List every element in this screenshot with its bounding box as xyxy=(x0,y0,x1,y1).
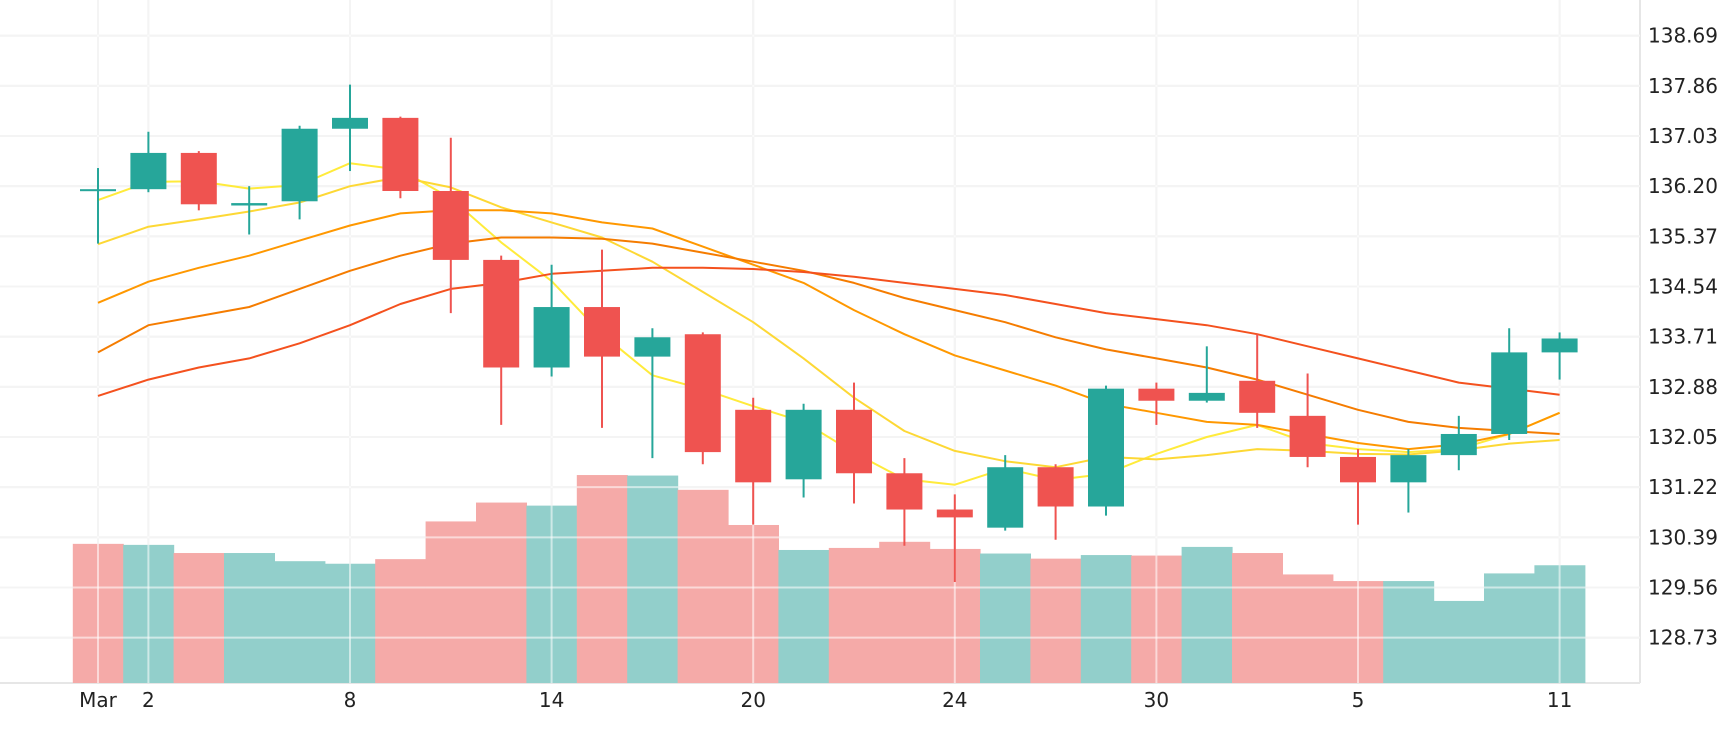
y-tick-label: 136.20 xyxy=(1648,174,1718,198)
candle-body-up xyxy=(231,203,268,206)
candle-body-up xyxy=(785,409,822,480)
candle-body-down xyxy=(1037,467,1074,507)
volume-bar xyxy=(173,553,225,683)
candles xyxy=(80,84,1578,583)
volume-bar xyxy=(1484,573,1535,683)
volume-bar xyxy=(425,521,477,683)
volume-bar xyxy=(1433,600,1485,683)
volume-bar xyxy=(627,475,679,683)
volume-bars xyxy=(72,475,1586,683)
volume-bar xyxy=(1080,555,1132,683)
moving-average-line xyxy=(97,266,1560,397)
volume-bar xyxy=(1232,553,1283,683)
volume-bar xyxy=(1030,558,1082,683)
x-tick-label: 5 xyxy=(1352,688,1365,712)
candle-body-down xyxy=(1239,380,1276,413)
volume-bar xyxy=(828,547,880,683)
volume-bar xyxy=(1282,574,1334,683)
x-tick-label: 14 xyxy=(539,688,564,712)
candle-body-up xyxy=(332,117,368,129)
volume-bar xyxy=(677,489,729,683)
moving-average-line xyxy=(97,176,1560,469)
candle-body-down xyxy=(886,473,923,510)
volume-bar xyxy=(274,561,326,683)
y-tick-label: 132.88 xyxy=(1648,375,1718,399)
candle-body-up xyxy=(130,152,167,190)
volume-bar xyxy=(1181,546,1233,683)
y-tick-label: 133.71 xyxy=(1648,325,1718,349)
candle-body-up xyxy=(1541,338,1578,353)
candle-body-up xyxy=(1088,388,1124,507)
volume-bar xyxy=(576,475,628,683)
candle-body-up xyxy=(281,128,318,202)
x-tick-label: 20 xyxy=(740,688,765,712)
x-tick-label: 8 xyxy=(344,688,357,712)
candle-body-up xyxy=(533,307,570,368)
volume-bar xyxy=(778,549,830,683)
volume-bar xyxy=(375,559,427,683)
x-axis: Mar 2 8 14 20 24 30 5 11 xyxy=(79,688,1572,712)
candle-body-up xyxy=(987,467,1024,528)
candle-body-up xyxy=(1491,352,1528,434)
y-axis: 128.73 129.56 130.39 131.22 132.05 132.88 133.… xyxy=(1648,24,1718,650)
volume-bar xyxy=(879,541,931,683)
volume-bar xyxy=(1383,581,1435,683)
y-tick-label: 132.05 xyxy=(1648,425,1718,449)
candle-body-up xyxy=(1440,433,1477,456)
candle-body-down xyxy=(180,152,217,205)
candle-body-down xyxy=(936,509,973,518)
x-tick-label: Mar xyxy=(79,688,118,712)
candle-body-down xyxy=(382,117,419,191)
volume-bar xyxy=(224,553,275,683)
y-tick-label: 134.54 xyxy=(1648,274,1718,298)
candle-body-up xyxy=(1390,455,1427,483)
y-tick-label: 137.03 xyxy=(1648,124,1718,148)
candle-body-down xyxy=(836,409,872,474)
candle-body-down xyxy=(735,409,772,483)
candle-body-up xyxy=(1188,392,1225,401)
y-tick-label: 131.22 xyxy=(1648,475,1718,499)
y-tick-label: 129.56 xyxy=(1648,576,1718,600)
x-tick-label: 24 xyxy=(942,688,967,712)
candle-body-up xyxy=(634,337,671,357)
volume-bar xyxy=(476,502,527,683)
moving-average-line xyxy=(97,236,1560,435)
candle-body-down xyxy=(483,259,520,368)
volume-bar xyxy=(980,553,1031,683)
candle-body-down xyxy=(1289,415,1326,457)
candle-body-down xyxy=(432,190,469,260)
y-tick-label: 128.73 xyxy=(1648,626,1718,650)
x-tick-label: 30 xyxy=(1144,688,1169,712)
candle-body-down xyxy=(584,307,620,357)
y-tick-label: 137.86 xyxy=(1648,74,1718,98)
y-tick-label: 130.39 xyxy=(1648,525,1718,549)
moving-average-line xyxy=(97,209,1560,451)
candle-body-down xyxy=(1138,388,1175,401)
candle-body-down xyxy=(684,334,721,453)
candle-body-up xyxy=(80,189,116,192)
y-tick-label: 135.37 xyxy=(1648,224,1718,248)
candle-body-down xyxy=(1340,456,1376,483)
x-tick-label: 11 xyxy=(1547,688,1572,712)
y-tick-label: 138.69 xyxy=(1648,24,1718,48)
x-tick-label: 2 xyxy=(142,688,155,712)
